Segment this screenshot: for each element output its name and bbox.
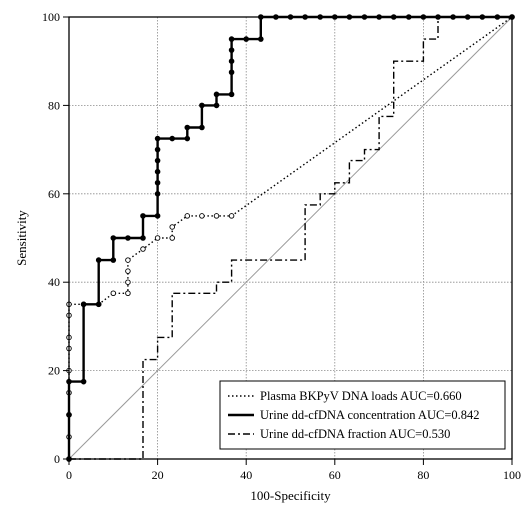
series-point-concentration bbox=[228, 47, 235, 53]
series-point-plasma bbox=[213, 213, 220, 219]
x-tick-label: 20 bbox=[152, 468, 164, 482]
series-point-concentration bbox=[184, 135, 191, 142]
series-point-concentration bbox=[184, 124, 191, 131]
y-axis-title: Sensitivity bbox=[14, 210, 29, 266]
series-point-plasma bbox=[184, 213, 191, 219]
legend-label-plasma: Plasma BKPyV DNA loads AUC=0.660 bbox=[260, 389, 462, 403]
y-tick-label: 80 bbox=[48, 98, 60, 112]
legend-label-concentration: Urine dd-cfDNA concentration AUC=0.842 bbox=[260, 408, 480, 422]
series-point-plasma bbox=[125, 290, 131, 297]
series-point-concentration bbox=[110, 235, 117, 241]
x-tick-label: 0 bbox=[66, 468, 72, 482]
axis-ticks: 0 20 40 60 80 100 0 20 40 60 80 100 bbox=[42, 10, 521, 482]
series-point-concentration bbox=[140, 213, 146, 219]
series-point-concentration bbox=[154, 135, 161, 142]
series-point-plasma bbox=[110, 290, 117, 297]
series-point-concentration bbox=[154, 146, 161, 153]
series-point-plasma bbox=[125, 268, 131, 274]
reference-diagonal-line bbox=[68, 16, 513, 460]
series-point-concentration bbox=[140, 235, 146, 241]
series-point-concentration bbox=[213, 91, 220, 98]
y-tick-label: 60 bbox=[48, 187, 60, 201]
series-point-concentration bbox=[125, 235, 131, 241]
series-point-concentration bbox=[110, 257, 117, 263]
series-point-plasma bbox=[228, 213, 235, 219]
series-point-concentration bbox=[243, 36, 250, 42]
series-point-concentration bbox=[154, 191, 161, 197]
series-point-plasma bbox=[125, 257, 131, 263]
series-point-plasma bbox=[154, 235, 161, 241]
series-point-plasma bbox=[169, 224, 175, 230]
series-point-concentration bbox=[228, 36, 235, 42]
series-point-plasma bbox=[125, 279, 131, 285]
series-point-concentration bbox=[169, 135, 176, 142]
y-tick-label: 40 bbox=[48, 275, 60, 289]
series-point-concentration bbox=[154, 179, 161, 186]
y-tick-label: 20 bbox=[48, 364, 60, 378]
y-tick-label: 100 bbox=[42, 10, 60, 24]
y-tick-label: 0 bbox=[54, 452, 60, 466]
series-point-plasma bbox=[199, 213, 205, 219]
series-point-concentration bbox=[154, 168, 161, 175]
series-point-concentration bbox=[213, 102, 220, 109]
x-tick-label: 100 bbox=[503, 468, 521, 482]
legend: Plasma BKPyV DNA loads AUC=0.660 Urine d… bbox=[219, 380, 506, 450]
legend-label-fraction: Urine dd-cfDNA fraction AUC=0.530 bbox=[260, 427, 450, 441]
series-point-concentration bbox=[154, 213, 161, 219]
series-point-concentration bbox=[258, 36, 264, 42]
x-axis-title: 100-Specificity bbox=[250, 488, 331, 503]
series-point-concentration bbox=[95, 301, 102, 308]
reference-diagonal bbox=[68, 16, 513, 460]
series-point-concentration bbox=[80, 301, 87, 308]
series-point-plasma bbox=[169, 235, 175, 241]
legend-box bbox=[219, 380, 506, 450]
x-tick-label: 40 bbox=[240, 468, 252, 482]
plot-frame bbox=[68, 16, 513, 460]
series-point-concentration bbox=[228, 91, 235, 98]
series-point-concentration bbox=[228, 69, 235, 76]
series-point-concentration bbox=[199, 102, 205, 109]
series-point-concentration bbox=[95, 257, 102, 263]
series-point-concentration bbox=[199, 124, 205, 131]
series-line-fraction bbox=[69, 16, 512, 460]
series-point-concentration bbox=[80, 378, 87, 385]
series-point-concentration bbox=[228, 58, 235, 64]
series-point-concentration bbox=[154, 157, 161, 164]
x-tick-label: 60 bbox=[329, 468, 341, 482]
series-point-plasma bbox=[140, 246, 146, 252]
x-tick-label: 80 bbox=[417, 468, 429, 482]
